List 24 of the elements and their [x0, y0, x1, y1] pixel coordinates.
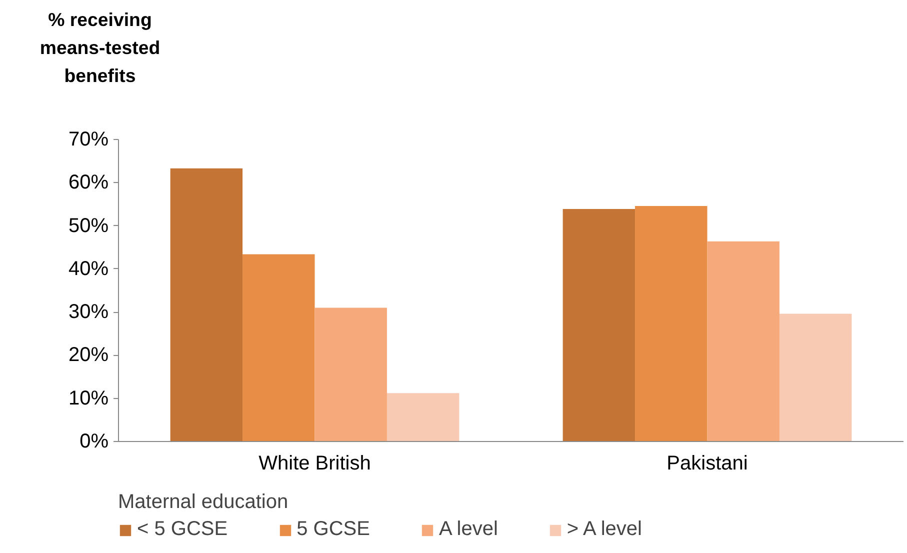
bar — [386, 393, 460, 442]
legend-title: Maternal education — [118, 491, 290, 514]
bar — [707, 241, 780, 442]
y-tick-label: 30% — [68, 301, 109, 324]
bar — [562, 208, 636, 442]
x-tick-label: White British — [258, 452, 371, 474]
bar — [779, 314, 852, 442]
bar — [242, 254, 315, 442]
y-tick-label: 70% — [68, 128, 109, 150]
x-tick-label: Pakistani — [666, 452, 748, 474]
bar — [170, 168, 243, 442]
y-axis-title: % receiving means-tested benefits — [40, 8, 160, 88]
y-tick-label: 10% — [68, 387, 109, 410]
y-tick-label: 20% — [68, 344, 109, 366]
y-tick-label: 60% — [68, 172, 109, 194]
legend-label: A level — [438, 518, 498, 541]
bar — [635, 206, 708, 442]
legend-label: 5 GCSE — [296, 518, 370, 541]
legend-label: < 5 GCSE — [137, 518, 228, 541]
y-tick-label: 50% — [68, 214, 109, 237]
y-tick-label: 0% — [80, 430, 109, 452]
y-tick-label: 40% — [68, 258, 109, 280]
bar — [314, 308, 387, 442]
legend-label: > A level — [566, 518, 642, 541]
